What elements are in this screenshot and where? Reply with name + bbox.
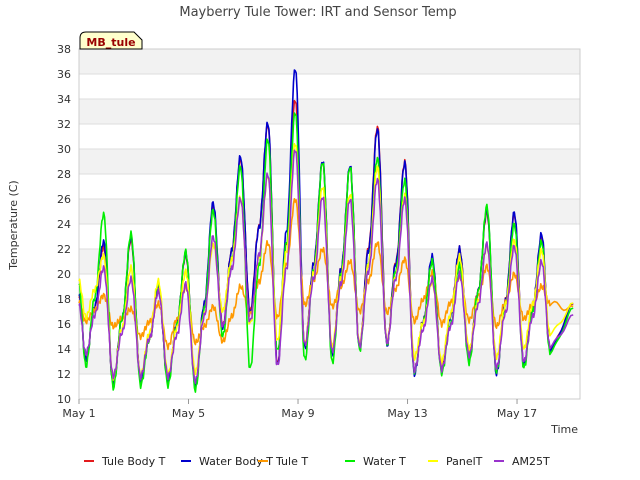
y-axis-label: Temperature (C) xyxy=(7,180,20,270)
y-tick-label: 38 xyxy=(57,43,71,56)
y-tick-label: 24 xyxy=(57,218,71,231)
y-tick-label: 34 xyxy=(57,93,71,106)
legend-label: Tule T xyxy=(275,455,308,468)
x-tick-label: May 17 xyxy=(497,407,537,420)
y-tick-label: 30 xyxy=(57,143,71,156)
y-tick-label: 18 xyxy=(57,293,71,306)
background-band xyxy=(79,124,580,149)
legend-label: Tule Body T xyxy=(101,455,166,468)
legend-label: Water T xyxy=(363,455,406,468)
background-band xyxy=(79,224,580,249)
x-axis-ticks: May 1 May 5 May 9 May 13 May 17 xyxy=(62,399,537,420)
chart-title: Mayberry Tule Tower: IRT and Sensor Temp xyxy=(179,5,456,20)
y-tick-label: 28 xyxy=(57,168,71,181)
legend-label: AM25T xyxy=(512,455,550,468)
x-tick-label: May 9 xyxy=(281,407,314,420)
y-tick-label: 32 xyxy=(57,118,71,131)
y-tick-label: 26 xyxy=(57,193,71,206)
y-tick-label: 14 xyxy=(57,343,71,356)
x-tick-label: May 5 xyxy=(172,407,205,420)
y-tick-label: 16 xyxy=(57,318,71,331)
background-band xyxy=(79,374,580,399)
background-band xyxy=(79,49,580,74)
background-band xyxy=(79,99,580,124)
background-band xyxy=(79,174,580,199)
y-tick-label: 12 xyxy=(57,368,71,381)
y-tick-label: 10 xyxy=(57,393,71,406)
x-axis-label: Time xyxy=(550,423,578,436)
background-band xyxy=(79,249,580,274)
x-tick-label: May 13 xyxy=(387,407,427,420)
y-tick-label: 22 xyxy=(57,243,71,256)
series-line-am25t xyxy=(78,149,574,384)
plot-frame xyxy=(78,48,581,400)
background-band xyxy=(79,149,580,174)
background-band xyxy=(79,199,580,224)
background-band xyxy=(79,349,580,374)
station-label: MB_tule xyxy=(86,36,135,49)
y-tick-label: 36 xyxy=(57,68,71,81)
series-lines xyxy=(78,69,574,393)
y-tick-label: 20 xyxy=(57,268,71,281)
legend-label: Water Body T xyxy=(199,455,273,468)
background-band xyxy=(79,74,580,99)
station-label-box: MB_tule xyxy=(79,31,143,50)
legend-label: PanelT xyxy=(446,455,483,468)
legend: Tule Body T Water Body T Tule T Water T Pane… xyxy=(84,455,550,468)
x-tick-label: May 1 xyxy=(62,407,95,420)
y-axis-ticks: 10 12 14 16 18 20 22 24 26 28 30 32 34 36 38 xyxy=(57,43,71,406)
